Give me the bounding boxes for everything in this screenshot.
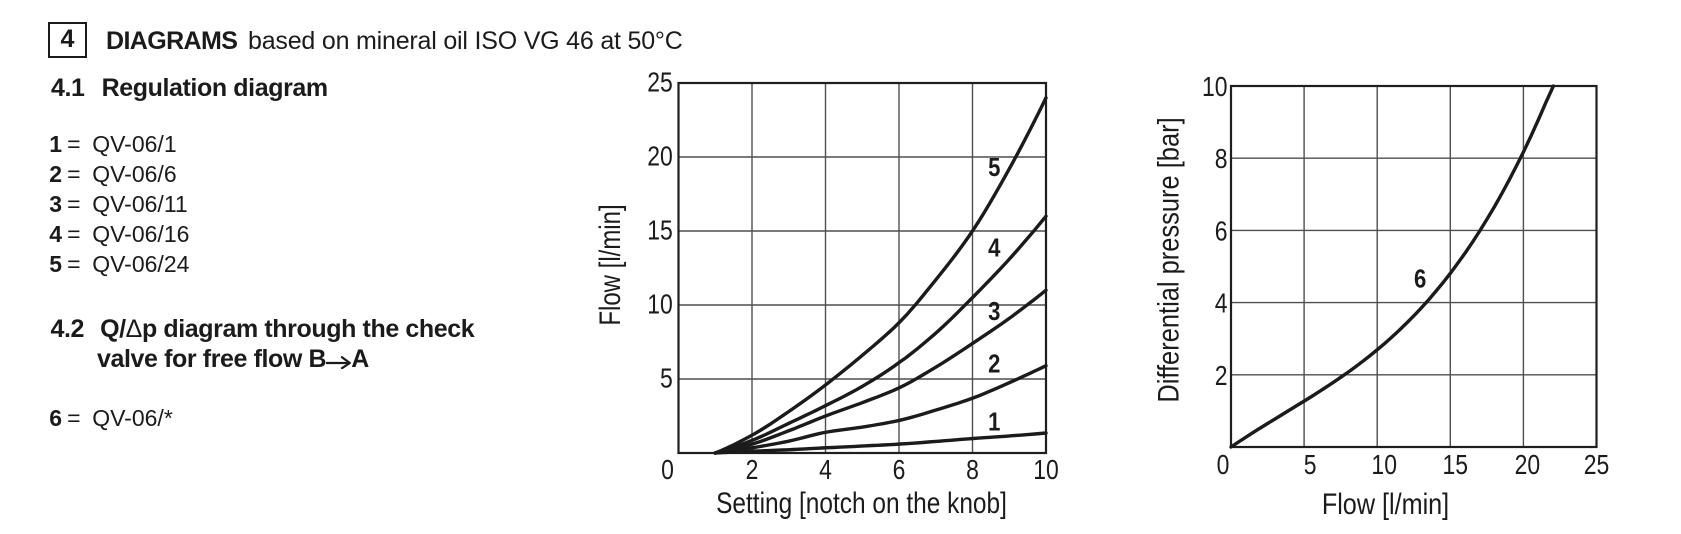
svg-text:4: 4 <box>819 455 832 486</box>
svg-text:10: 10 <box>1033 455 1059 486</box>
svg-text:Flow [l/min]: Flow [l/min] <box>1322 487 1449 521</box>
svg-text:Setting [notch on the knob]: Setting [notch on the knob] <box>716 486 1007 520</box>
svg-text:5: 5 <box>660 363 673 394</box>
svg-text:10: 10 <box>647 289 673 320</box>
svg-text:10: 10 <box>1371 450 1397 481</box>
svg-text:4: 4 <box>1215 289 1228 320</box>
svg-text:6: 6 <box>1414 265 1426 294</box>
svg-text:25: 25 <box>1584 450 1610 481</box>
svg-text:20: 20 <box>647 141 673 172</box>
svg-text:8: 8 <box>966 455 979 486</box>
svg-text:25: 25 <box>647 67 673 98</box>
svg-text:8: 8 <box>1215 144 1228 175</box>
svg-text:3: 3 <box>988 298 1000 327</box>
svg-text:2: 2 <box>988 350 1000 379</box>
svg-text:5: 5 <box>988 153 1000 182</box>
svg-text:10: 10 <box>1202 72 1228 103</box>
svg-text:2: 2 <box>746 455 759 486</box>
svg-text:15: 15 <box>1443 450 1469 481</box>
svg-text:0: 0 <box>1217 450 1230 481</box>
svg-text:4: 4 <box>988 234 1001 263</box>
svg-text:5: 5 <box>1304 450 1317 481</box>
svg-text:15: 15 <box>647 215 673 246</box>
svg-text:6: 6 <box>893 455 906 486</box>
svg-text:6: 6 <box>1215 216 1228 247</box>
svg-text:2: 2 <box>1215 361 1228 392</box>
svg-text:1: 1 <box>988 408 1000 437</box>
svg-text:20: 20 <box>1515 450 1541 481</box>
svg-text:0: 0 <box>661 455 674 486</box>
svg-text:Flow [l/min]: Flow [l/min] <box>592 204 626 325</box>
svg-text:Differential pressure [bar]: Differential pressure [bar] <box>1152 117 1185 402</box>
